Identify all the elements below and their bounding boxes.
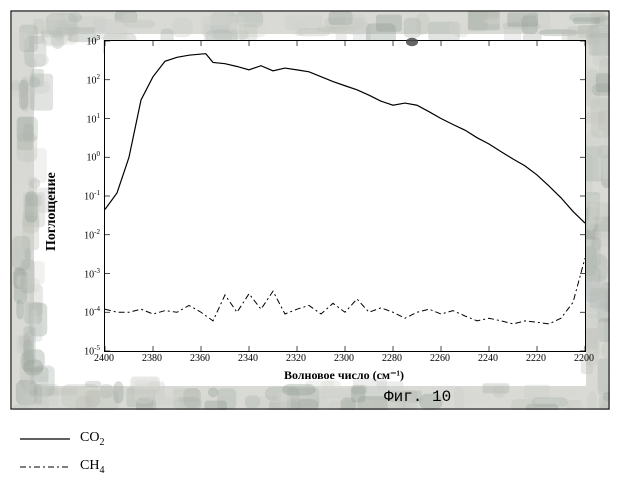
x-axis-label: Волновое число (см⁻¹)	[104, 368, 584, 383]
legend-swatch-icon	[20, 460, 70, 474]
x-tick-label: 2400	[89, 353, 119, 364]
x-tick-label: 2280	[377, 353, 407, 364]
legend-swatch-icon	[20, 432, 70, 446]
figure-frame: Поглощение Волновое число (см⁻¹) 10-510-…	[10, 10, 610, 410]
y-tick-label: 10-2	[72, 228, 100, 241]
legend-label: CH4	[80, 458, 104, 476]
x-tick-label: 2300	[329, 353, 359, 364]
legend: CO2 CH4	[20, 430, 104, 486]
chart-plot-area	[104, 40, 586, 352]
x-tick-label: 2380	[137, 353, 167, 364]
y-tick-label: 101	[72, 112, 100, 125]
y-tick-label: 10-3	[72, 267, 100, 280]
x-tick-label: 2240	[473, 353, 503, 364]
chart-lines-svg	[105, 41, 585, 351]
figure-caption: Фиг. 10	[384, 388, 451, 406]
legend-item-CH4: CH4	[20, 458, 104, 476]
y-axis-label: Поглощение	[44, 172, 60, 251]
y-tick-label: 10-1	[72, 189, 100, 202]
legend-item-CO2: CO2	[20, 430, 104, 448]
x-tick-label: 2260	[425, 353, 455, 364]
x-tick-label: 2320	[281, 353, 311, 364]
y-tick-label: 102	[72, 73, 100, 86]
x-tick-label: 2360	[185, 353, 215, 364]
y-tick-label: 103	[72, 34, 100, 47]
x-tick-label: 2340	[233, 353, 263, 364]
x-tick-label: 2220	[521, 353, 551, 364]
series-CO2	[105, 54, 585, 223]
y-tick-label: 100	[72, 150, 100, 163]
series-CH4	[105, 258, 585, 324]
y-tick-label: 10-4	[72, 305, 100, 318]
x-tick-label: 2200	[569, 353, 599, 364]
legend-label: CO2	[80, 430, 104, 448]
